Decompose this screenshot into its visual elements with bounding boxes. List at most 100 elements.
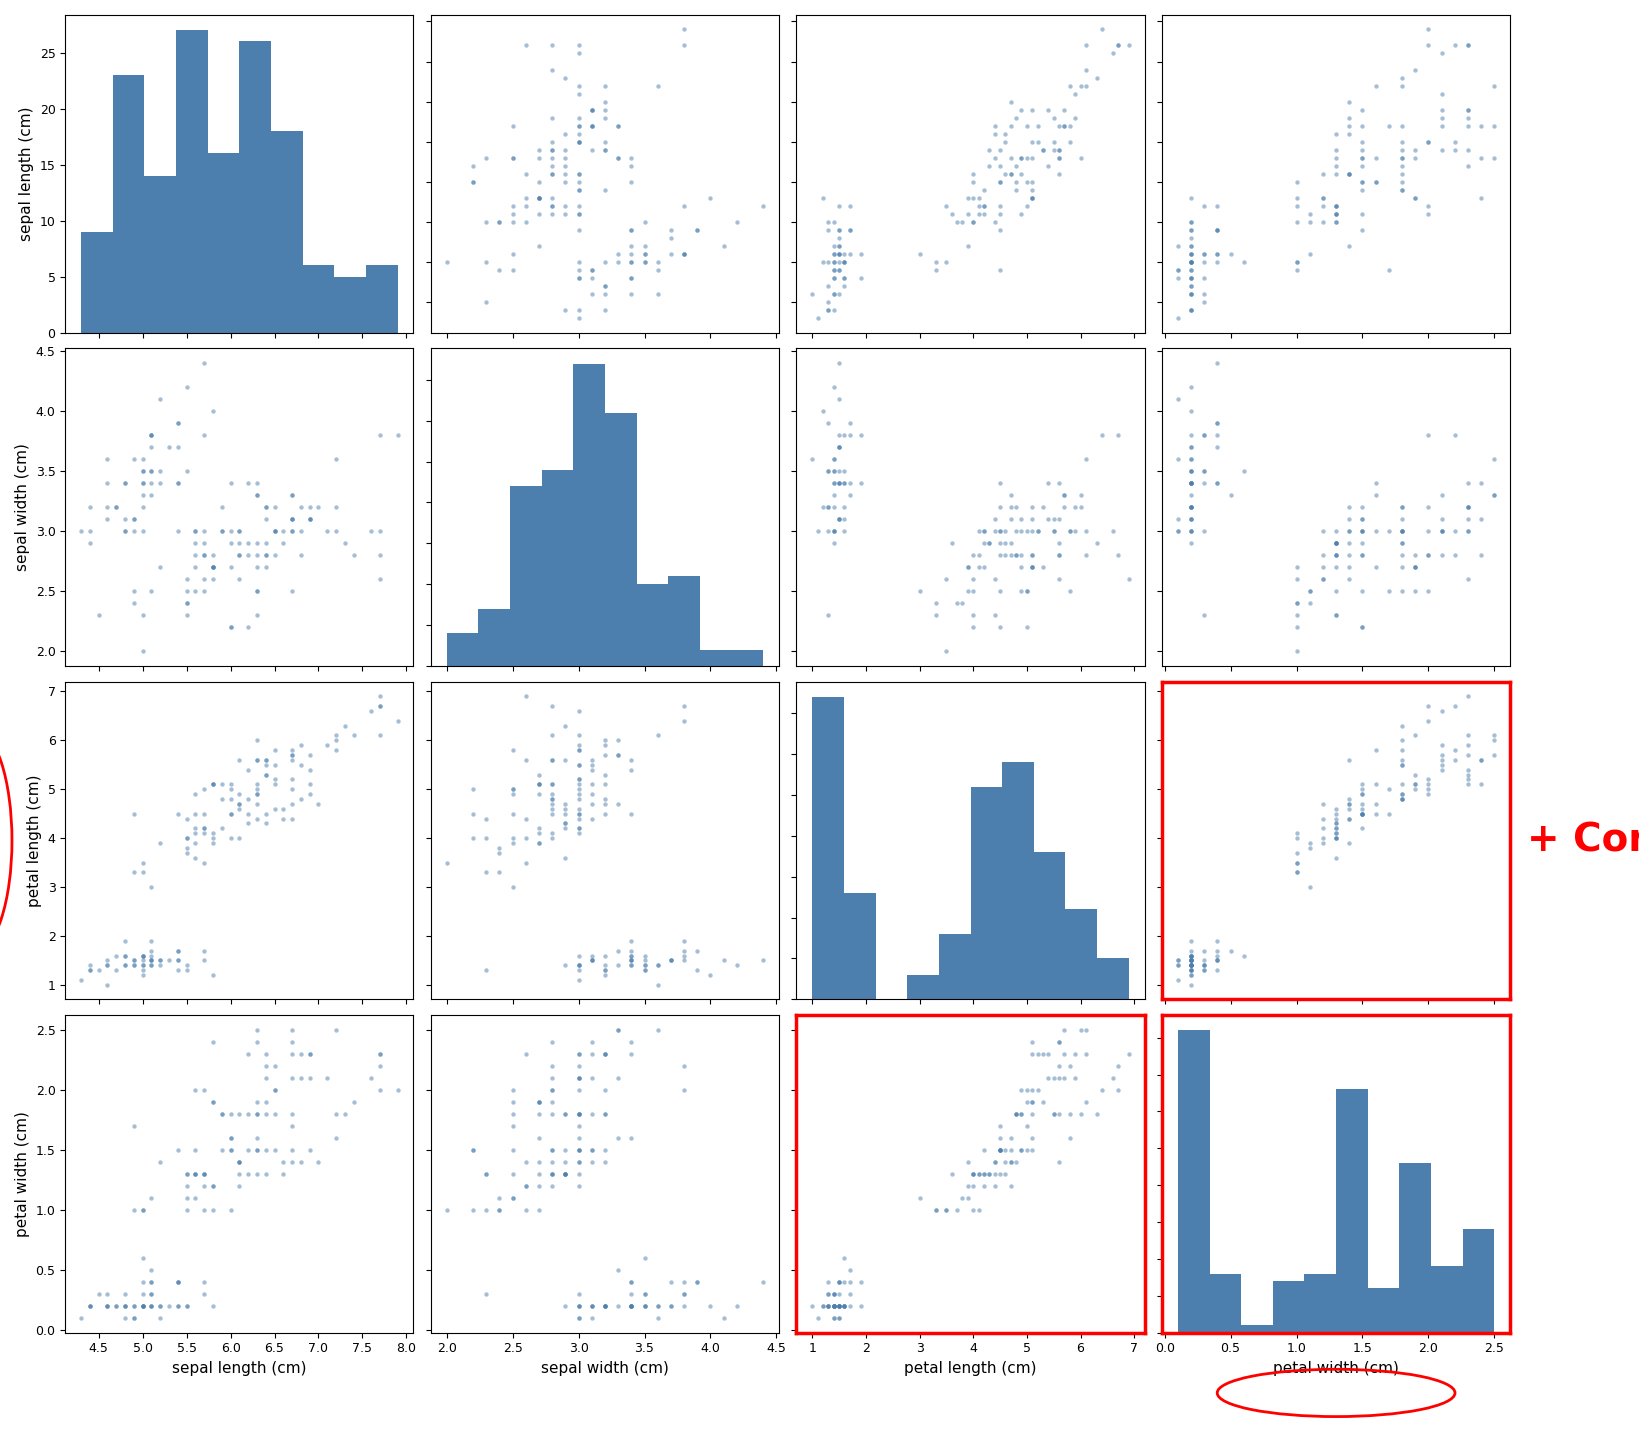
Point [1177,251,1203,274]
Point [192,423,218,446]
Point [1051,483,1077,506]
Point [954,556,980,579]
Point [826,218,852,241]
Point [1467,773,1493,796]
Point [1056,115,1082,138]
Point [1388,753,1414,776]
Point [1454,724,1480,747]
Point [1349,797,1375,820]
Point [539,162,565,185]
Point [472,1163,498,1186]
Point [1388,543,1414,566]
Point [1164,267,1190,290]
Point [164,1271,190,1293]
Point [1349,777,1375,800]
Point [657,1271,683,1293]
Point [831,1295,857,1318]
Point [1388,753,1414,776]
Point [1336,543,1362,566]
Point [1296,202,1323,225]
Point [579,98,605,120]
Point [252,556,279,579]
Point [279,1139,305,1162]
Point [279,519,305,542]
Point [200,773,226,796]
Point [1177,944,1203,967]
Point [1088,19,1115,42]
Point [129,1295,156,1318]
Point [820,282,846,305]
Point [526,1199,552,1222]
Point [367,1043,393,1065]
Point [500,146,526,169]
Point [297,1139,323,1162]
Point [1062,1067,1088,1090]
Point [1177,460,1203,483]
Point [218,777,244,800]
Point [1177,964,1203,987]
Bar [1096,958,1128,999]
Point [670,949,697,972]
Point [1296,832,1323,855]
Point [244,532,270,555]
Point [1336,793,1362,816]
Bar [446,634,479,665]
Point [192,777,218,800]
Point [1375,777,1401,800]
Point [1323,162,1349,185]
Point [279,483,305,506]
Point [129,944,156,967]
Point [631,242,657,265]
Point [982,1150,1008,1173]
Point [1013,579,1039,602]
Point [1349,202,1375,225]
Point [975,138,1001,161]
Point [111,1295,138,1318]
Point [618,1271,644,1293]
Point [1018,98,1044,120]
Point [987,218,1013,241]
Point [218,1139,244,1162]
Point [526,138,552,161]
Point [836,412,862,435]
Point [1336,106,1362,129]
Point [631,959,657,982]
Point [192,852,218,875]
Point [192,939,218,962]
Point [987,543,1013,566]
Point [631,1295,657,1318]
Point [208,1103,234,1126]
Point [1283,211,1310,234]
Point [1046,1150,1072,1173]
Bar [270,130,303,333]
Point [1164,968,1190,991]
Point [1388,508,1414,531]
Point [1401,543,1428,566]
Point [261,753,287,776]
Point [1428,42,1454,65]
Point [618,242,644,265]
Point [1018,556,1044,579]
Point [592,1150,618,1173]
Point [174,1295,200,1318]
Point [820,1283,846,1306]
Point [815,1295,841,1318]
Point [1051,115,1077,138]
Point [970,519,997,542]
Point [1177,400,1203,423]
Point [1177,423,1203,446]
Point [1177,234,1203,257]
Point [618,1295,644,1318]
Point [670,242,697,265]
Point [579,1139,605,1162]
Point [1283,171,1310,194]
Point [1177,251,1203,274]
Point [1323,797,1349,820]
Point [513,1174,539,1197]
Point [618,218,644,241]
Point [820,234,846,257]
Point [244,773,270,796]
Point [987,1139,1013,1162]
Point [129,1199,156,1222]
Point [820,251,846,274]
